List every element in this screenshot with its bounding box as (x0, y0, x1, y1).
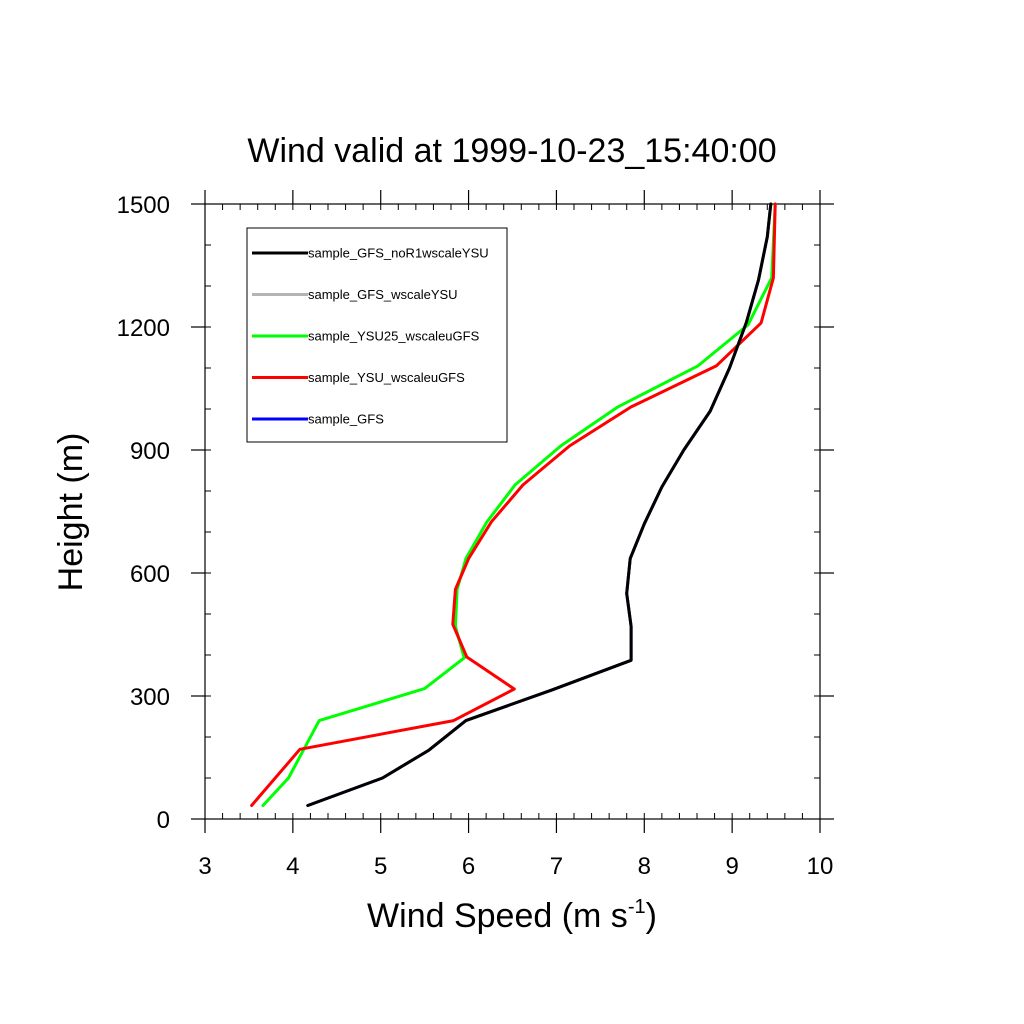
series-line-sample_YSU25_wscaleuGFS (261, 202, 777, 807)
x-tick-label: 7 (550, 853, 563, 880)
legend: sample_GFS_noR1wscaleYSU sample_GFS_wscal… (246, 227, 508, 443)
y-tick-label: 1500 (117, 192, 170, 219)
y-tick-label: 600 (130, 561, 170, 588)
legend-label: sample_GFS_noR1wscaleYSU (308, 246, 489, 261)
plot-border (204, 203, 821, 820)
x-tick-label: 9 (725, 853, 738, 880)
y-axis-ticks: 0 300 600 900 1200 1500 (117, 192, 834, 834)
x-axis-ticks: 3 4 5 6 7 8 9 10 (198, 190, 833, 880)
legend-label: sample_YSU25_wscaleuGFS (308, 329, 480, 344)
x-axis-title-suffix: ) (646, 897, 657, 935)
x-tick-label: 5 (374, 853, 387, 880)
y-tick-label: 1200 (117, 315, 170, 342)
x-axis-title-main: Wind Speed (m s (367, 897, 628, 935)
x-axis-title-superscript: -1 (628, 896, 646, 918)
y-tick-label: 0 (157, 807, 170, 834)
y-axis-title: Height (m) (52, 433, 90, 592)
x-tick-label: 3 (198, 853, 211, 880)
x-tick-label: 10 (807, 853, 834, 880)
series-lines (250, 202, 777, 807)
x-tick-label: 6 (462, 853, 475, 880)
minor-ticks (204, 203, 821, 820)
x-tick-label: 4 (286, 853, 299, 880)
y-tick-label: 900 (130, 438, 170, 465)
legend-label: sample_GFS (308, 412, 384, 427)
legend-label: sample_GFS_wscaleYSU (308, 287, 458, 302)
chart-title: Wind valid at 1999-10-23_15:40:00 (247, 132, 776, 170)
x-tick-label: 8 (638, 853, 651, 880)
series-line-sample_GFS_noR1wscaleYSU (306, 202, 773, 807)
y-tick-label: 300 (130, 684, 170, 711)
x-axis-title: Wind Speed (m s-1) (367, 896, 657, 935)
plot-frame (204, 203, 821, 820)
legend-label: sample_YSU_wscaleuGFS (308, 370, 465, 385)
